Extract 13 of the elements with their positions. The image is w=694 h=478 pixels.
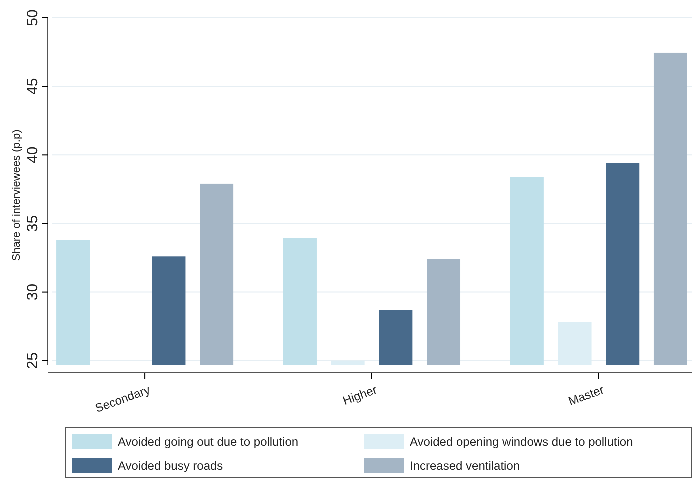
y-tick-label: 40 — [24, 146, 42, 164]
y-tick-label: 25 — [24, 352, 42, 370]
legend-label: Increased ventilation — [410, 459, 520, 473]
x-tick-label: Higher — [341, 382, 380, 408]
y-tick-label: 35 — [24, 215, 42, 232]
x-tick-label: Master — [566, 382, 606, 409]
legend-label: Avoided opening windows due to pollution — [410, 435, 634, 449]
y-axis-title: Share of interviewees (p.p) — [11, 130, 23, 262]
y-tick-label: 45 — [24, 78, 42, 95]
legend-label: Avoided going out due to pollution — [118, 435, 299, 449]
y-tick-label: 50 — [24, 10, 42, 26]
y-tick-label: 30 — [24, 284, 42, 301]
legend-label: Avoided busy roads — [118, 459, 224, 473]
